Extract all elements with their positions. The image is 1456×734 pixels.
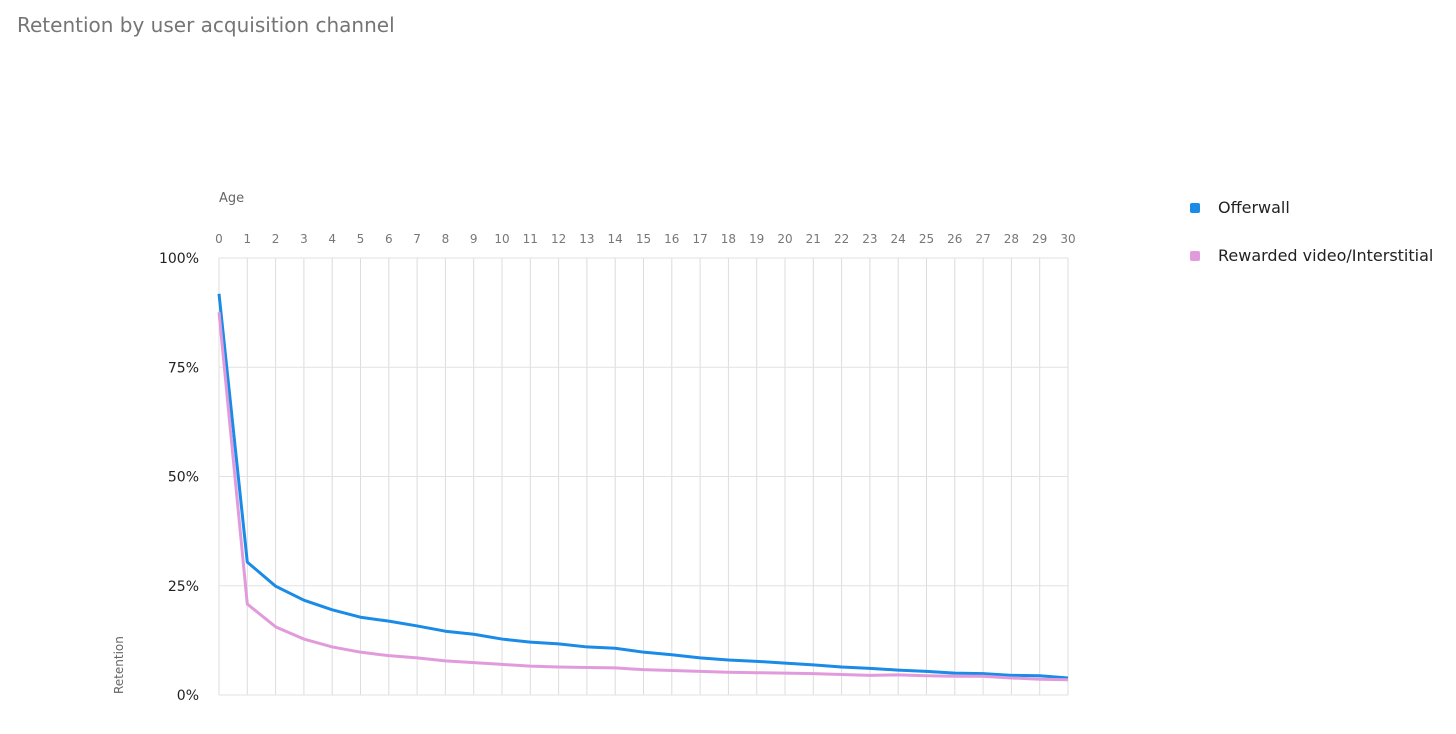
y-tick-label: 25% bbox=[168, 579, 199, 595]
x-tick-label: 11 bbox=[523, 232, 538, 246]
x-tick-label: 30 bbox=[1060, 232, 1075, 246]
x-tick-label: 25 bbox=[919, 232, 934, 246]
x-tick-label: 18 bbox=[721, 232, 736, 246]
x-tick-label: 27 bbox=[975, 232, 990, 246]
series-line-offerwall bbox=[217, 293, 1069, 680]
legend-item-rewarded-video[interactable]: Rewarded video/Interstitial bbox=[1190, 246, 1433, 265]
legend-item-offerwall[interactable]: Offerwall bbox=[1190, 198, 1290, 217]
x-tick-label: 3 bbox=[300, 232, 308, 246]
x-tick-label: 6 bbox=[385, 232, 393, 246]
legend-label: Rewarded video/Interstitial bbox=[1218, 246, 1434, 265]
x-tick-label: 10 bbox=[494, 232, 509, 246]
x-tick-label: 17 bbox=[692, 232, 707, 246]
legend-swatch-rewarded-video bbox=[1190, 250, 1200, 261]
x-tick-label: 5 bbox=[357, 232, 365, 246]
x-tick-label: 28 bbox=[1004, 232, 1019, 246]
x-tick-label: 8 bbox=[442, 232, 450, 246]
x-tick-label: 24 bbox=[891, 232, 906, 246]
y-tick-label: 0% bbox=[177, 688, 199, 704]
x-tick-label: 26 bbox=[947, 232, 962, 246]
x-tick-label: 7 bbox=[413, 232, 421, 246]
x-tick-label: 19 bbox=[749, 232, 764, 246]
y-tick-label: 100% bbox=[159, 251, 199, 267]
x-tick-label: 1 bbox=[243, 232, 251, 246]
x-tick-label: 23 bbox=[862, 232, 877, 246]
y-axis-label: Retention bbox=[112, 636, 126, 694]
y-tick-label: 75% bbox=[168, 360, 199, 376]
x-tick-label: 2 bbox=[272, 232, 280, 246]
legend-label: Offerwall bbox=[1218, 198, 1290, 217]
series-line-rewarded-video bbox=[217, 312, 1069, 682]
x-tick-label: 16 bbox=[664, 232, 679, 246]
chart-title: Retention by user acquisition channel bbox=[17, 13, 395, 37]
x-tick-label: 13 bbox=[579, 232, 594, 246]
x-tick-label: 29 bbox=[1032, 232, 1047, 246]
x-tick-label: 15 bbox=[636, 232, 651, 246]
x-tick-label: 4 bbox=[328, 232, 336, 246]
x-axis-label: Age bbox=[219, 191, 244, 206]
x-tick-label: 0 bbox=[215, 232, 223, 246]
x-tick-label: 21 bbox=[806, 232, 821, 246]
y-tick-label: 50% bbox=[168, 470, 199, 486]
x-tick-label: 12 bbox=[551, 232, 566, 246]
x-tick-label: 22 bbox=[834, 232, 849, 246]
x-tick-label: 20 bbox=[777, 232, 792, 246]
legend-swatch-offerwall bbox=[1190, 202, 1200, 213]
x-tick-label: 9 bbox=[470, 232, 478, 246]
x-tick-label: 14 bbox=[608, 232, 623, 246]
